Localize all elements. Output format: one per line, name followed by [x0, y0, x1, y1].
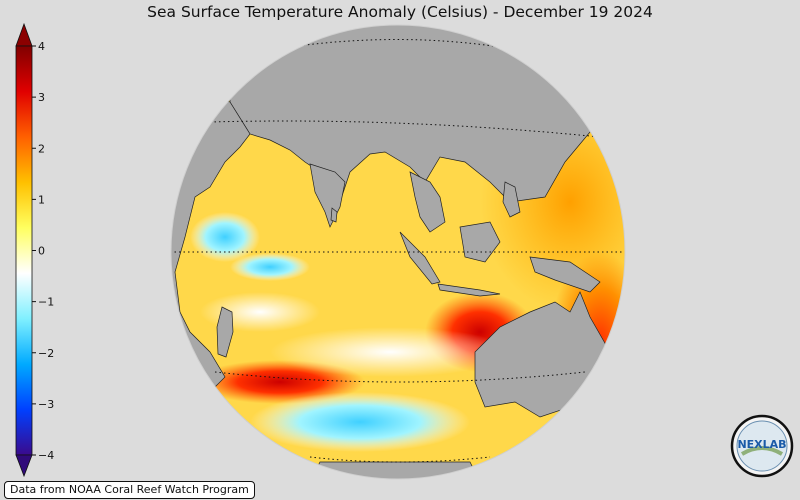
latitude-line-60s: [309, 456, 491, 463]
colorbar-tick-label: −4: [38, 449, 54, 462]
cool-anomaly-central-indian: [230, 253, 310, 281]
globe-map: [170, 24, 626, 480]
cool-anomaly-southern: [250, 392, 470, 452]
colorbar-bottom-arrow: [15, 454, 33, 478]
colorbar-gradient: [15, 45, 33, 456]
colorbar-tick-label: 3: [38, 91, 45, 104]
neutral-band-south: [270, 327, 510, 377]
colorbar-tick-label: 0: [38, 245, 45, 258]
data-credit: Data from NOAA Coral Reef Watch Program: [4, 481, 255, 499]
logo-text: NEXLAB: [737, 438, 786, 451]
colorbar-tick-label: 2: [38, 142, 45, 155]
landmass-sumatra: [399, 231, 441, 285]
latitude-line-30n: [209, 120, 601, 138]
globe-outline: [170, 24, 626, 480]
landmass-philippines: [502, 181, 521, 218]
colorbar-top-arrow: [15, 22, 33, 47]
landmass-sri-lanka: [330, 207, 338, 223]
landmass-new-guinea: [529, 256, 601, 293]
colorbar: 4 3 2 1 0 −1 −2 −3 −4: [15, 22, 54, 478]
cool-anomaly-west: [190, 212, 260, 262]
landmass-java: [437, 283, 501, 297]
latitude-line-30s: [214, 371, 586, 383]
colorbar-tick-label: −2: [38, 347, 54, 360]
landmass-indochina: [409, 171, 446, 233]
colorbar-tick-label: 1: [38, 193, 45, 206]
colorbar-tick-label: −1: [38, 296, 54, 309]
colorbar-tick-label: 4: [38, 40, 45, 53]
map-title: Sea Surface Temperature Anomaly (Celsius…: [147, 3, 653, 21]
latitude-line-60n: [289, 39, 501, 48]
nexlab-logo-icon: NEXLAB: [730, 414, 794, 478]
landmass-asia: [229, 25, 625, 219]
colorbar-tick-label: −3: [38, 398, 54, 411]
landmass-madagascar: [216, 306, 234, 358]
